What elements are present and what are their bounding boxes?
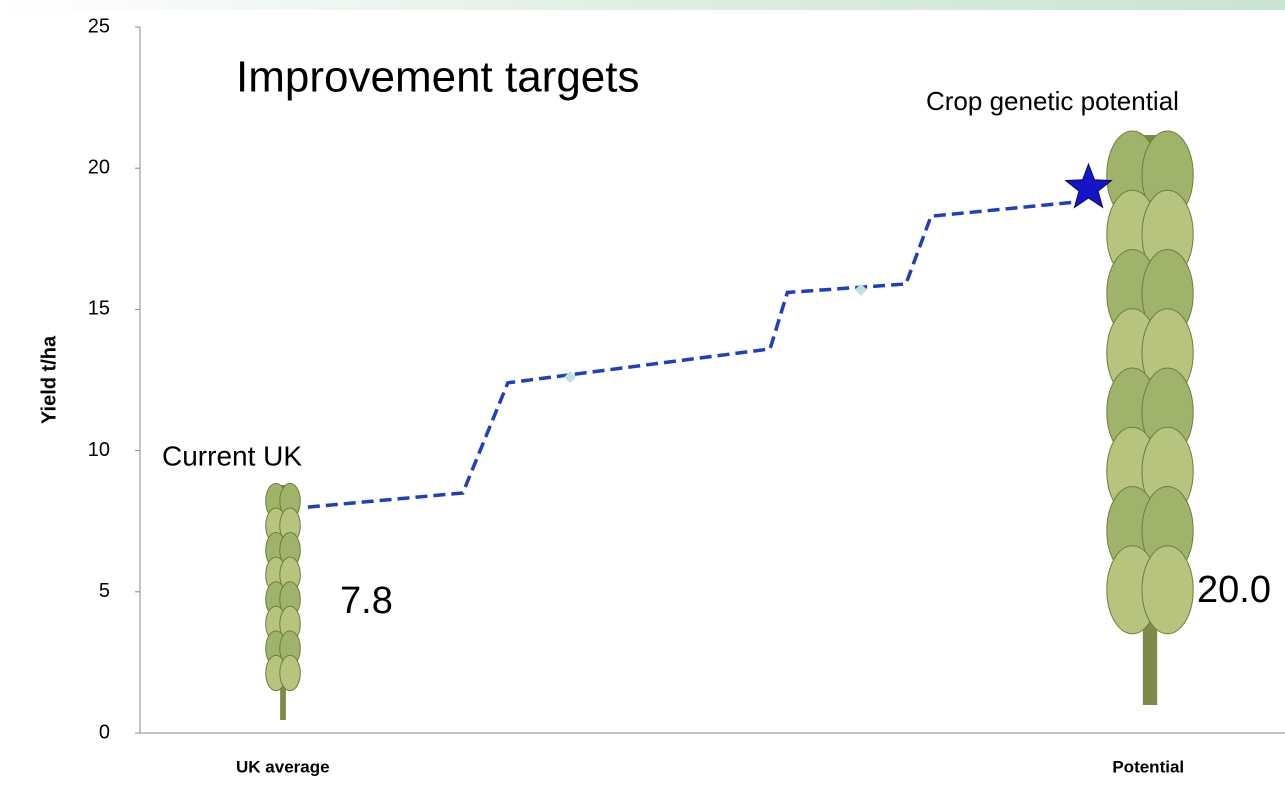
wheat-spikelet <box>1141 545 1194 635</box>
diamond-marker <box>564 371 577 384</box>
annotation: Crop genetic potential <box>926 86 1179 116</box>
diamond-marker <box>854 283 867 296</box>
chart-title: Improvement targets <box>236 53 640 102</box>
wheat-images <box>265 130 1194 720</box>
y-tick-label: 20 <box>88 156 110 178</box>
annotation: Current UK <box>162 440 302 471</box>
annotation: 20.0 <box>1197 569 1271 611</box>
x-tick-label: UK average <box>236 757 330 776</box>
y-tick-label: 0 <box>99 721 110 743</box>
y-tick-label: 10 <box>88 439 110 461</box>
y-tick-label: 5 <box>99 580 110 602</box>
slide-band <box>0 0 1285 10</box>
wheat-spikelet <box>279 654 301 692</box>
y-tick-label: 25 <box>88 15 110 37</box>
dashed-line <box>307 200 1076 509</box>
annotation: 7.8 <box>340 580 393 622</box>
y-axis-label: Yield t/ha <box>38 335 60 424</box>
y-tick-label: 15 <box>88 298 110 320</box>
x-tick-label: Potential <box>1112 757 1184 776</box>
star-marker <box>1064 162 1113 209</box>
